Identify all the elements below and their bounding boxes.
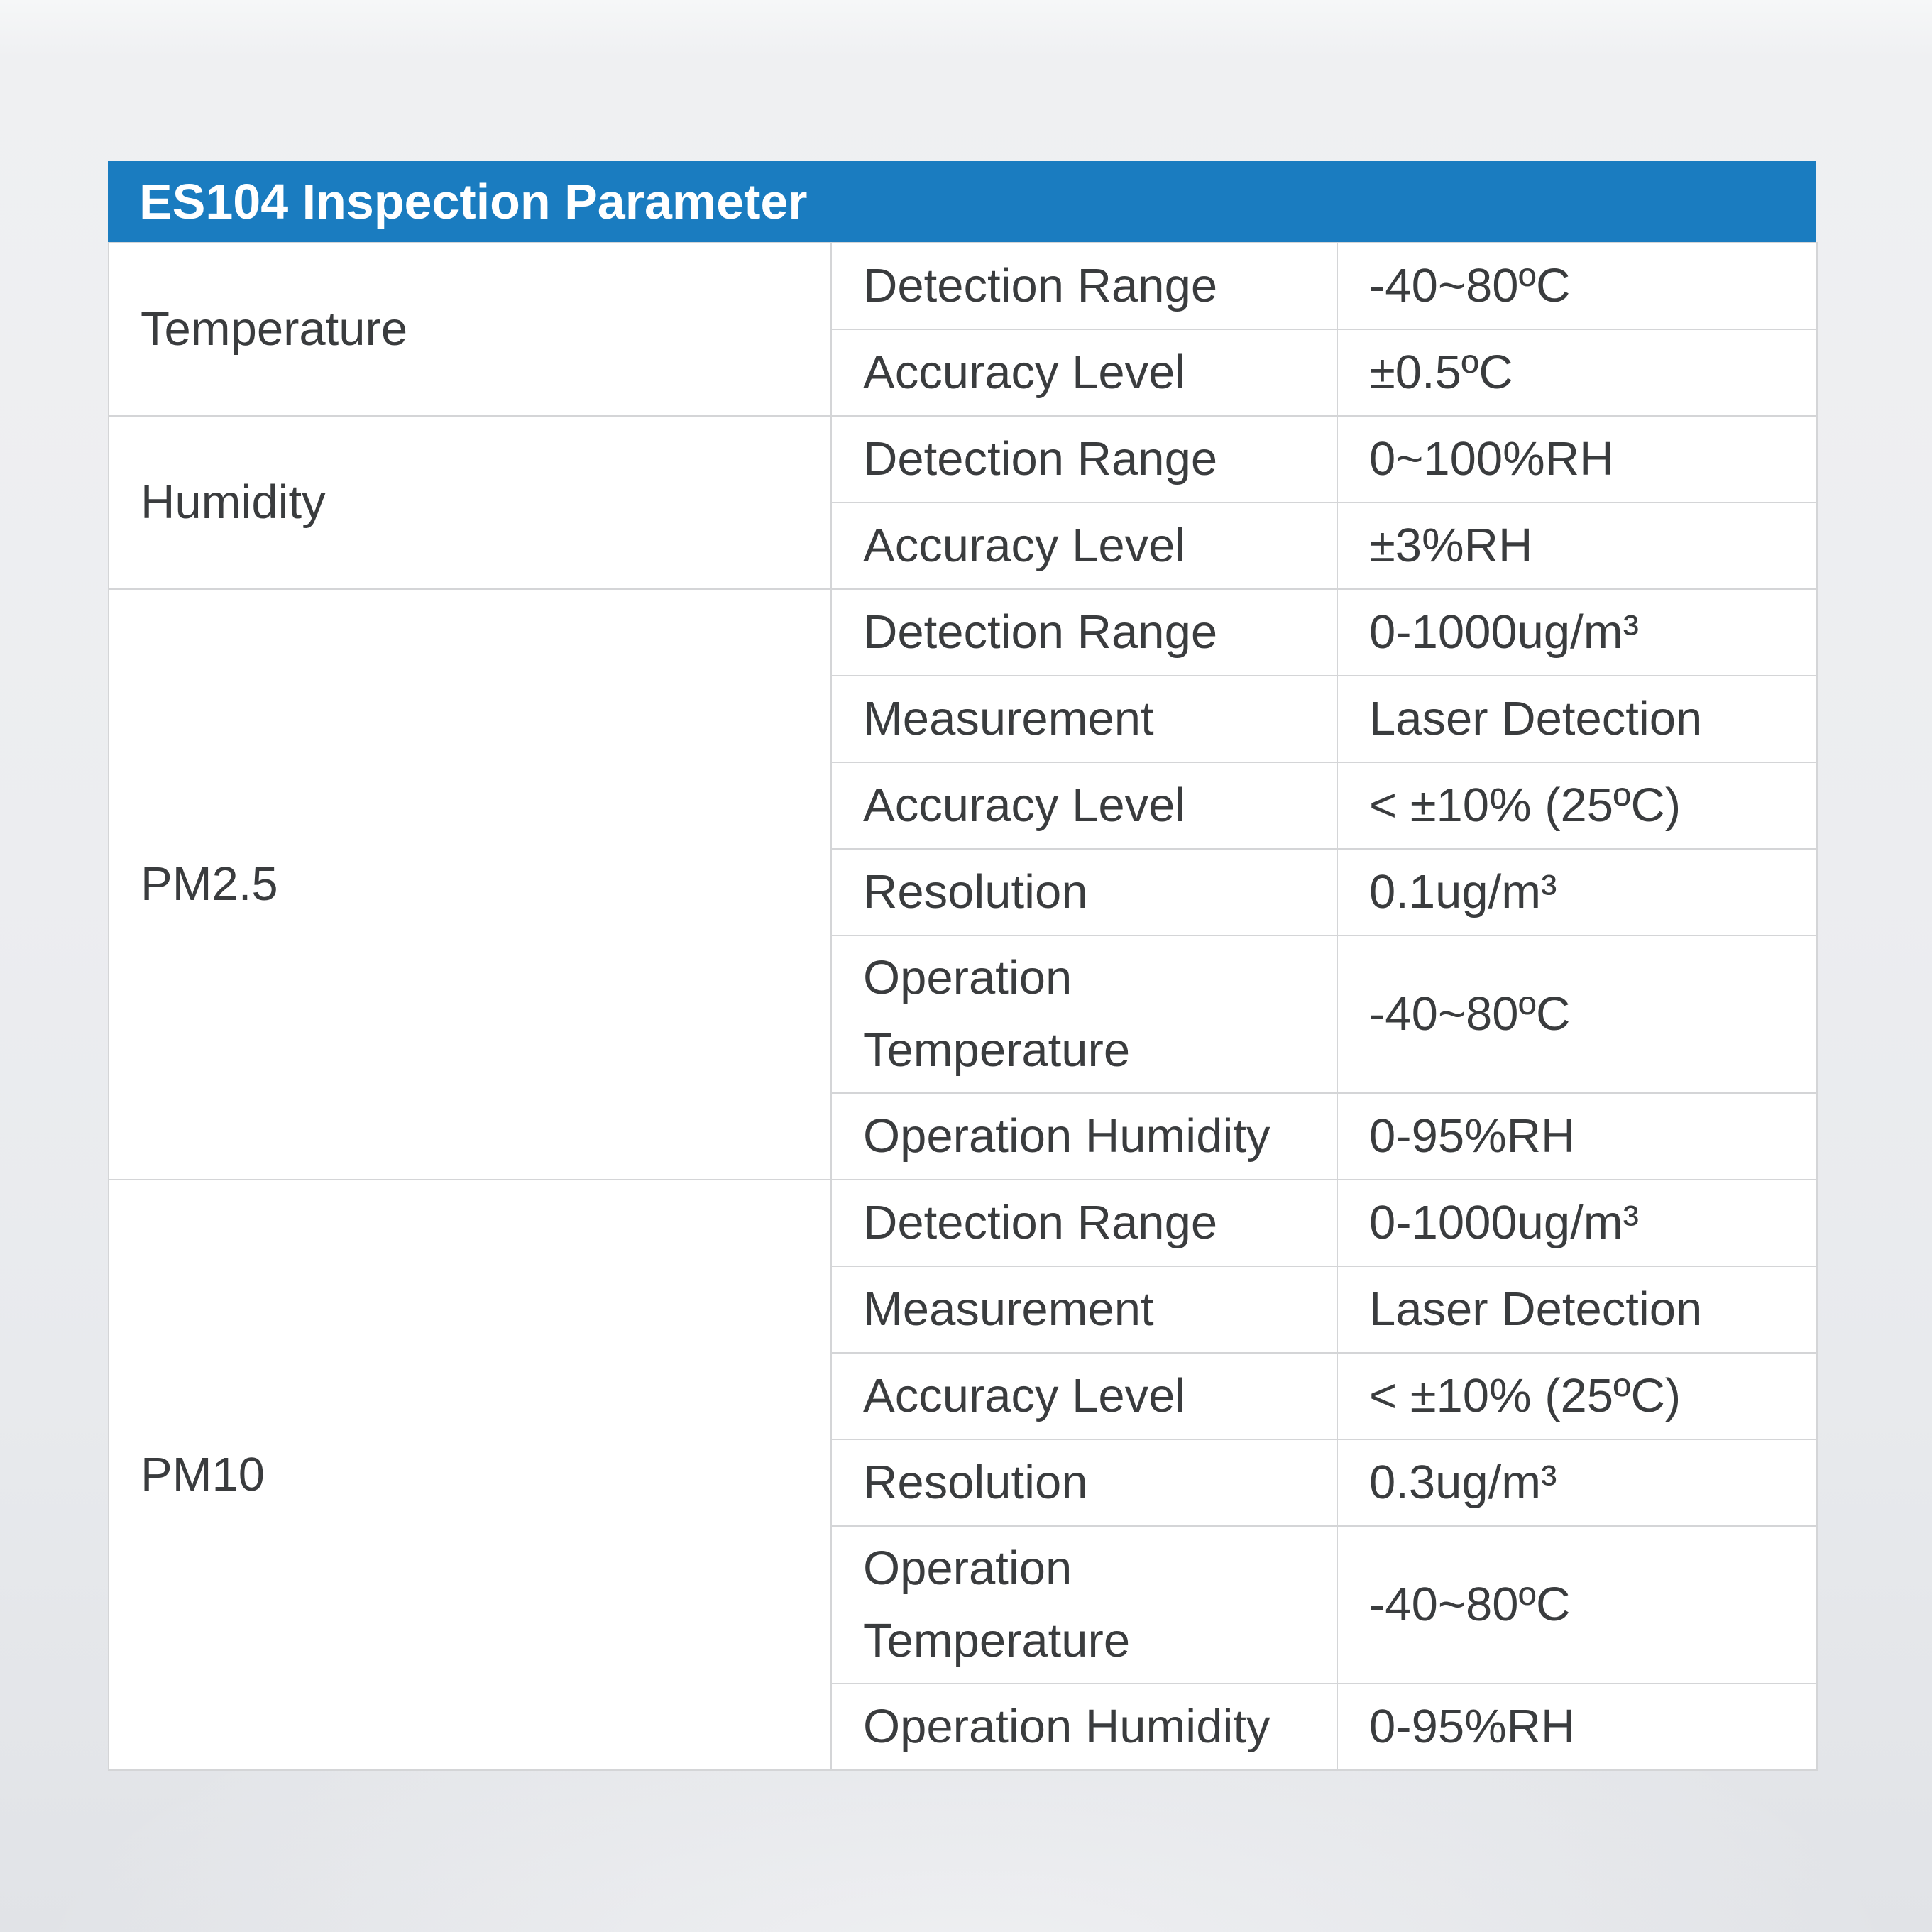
param-value-cell: 0~100%RH — [1337, 415, 1818, 503]
param-value-cell: -40~80ºC — [1337, 935, 1818, 1094]
table-title: ES104 Inspection Parameter — [139, 174, 808, 229]
param-name-cell: Operation Temperature — [830, 935, 1338, 1094]
table-row: Resolution 0.1ug/m³ — [109, 848, 1818, 936]
table-row: Accuracy Level ±3%RH — [109, 502, 1818, 590]
param-value-cell: -40~80ºC — [1337, 242, 1818, 330]
param-name-cell: Resolution — [830, 1439, 1338, 1527]
param-value-cell: 0-95%RH — [1337, 1092, 1818, 1180]
parameter-table: Temperature Detection Range -40~80ºC Accura… — [108, 242, 1818, 1771]
table-row: PM10 Detection Range 0-1000ug/m³ — [108, 1179, 1818, 1771]
param-value-cell: ±3%RH — [1337, 502, 1818, 590]
param-name-cell: Measurement — [830, 1266, 1338, 1354]
table-row: PM2.5 Detection Range 0-1000ug/m³ — [108, 588, 1818, 1180]
group-label-cell: Humidity — [108, 415, 832, 590]
param-value-cell: Laser Detection — [1337, 1266, 1818, 1354]
param-name-cell: Accuracy Level — [830, 762, 1338, 850]
param-name-cell: Detection Range — [830, 588, 1338, 676]
param-value-cell: 0-95%RH — [1337, 1683, 1818, 1771]
param-name-cell: Detection Range — [830, 1179, 1338, 1267]
table-row: Measurement Laser Detection — [109, 675, 1818, 763]
param-value-cell: < ±10% (25ºC) — [1337, 762, 1818, 850]
param-name-cell: Accuracy Level — [830, 502, 1338, 590]
param-value-cell: -40~80ºC — [1337, 1525, 1818, 1684]
spec-table: ES104 Inspection Parameter Temperature De… — [108, 161, 1818, 1771]
table-row: Accuracy Level < ±10% (25ºC) — [109, 762, 1818, 850]
table-row: Measurement Laser Detection — [109, 1266, 1818, 1354]
table-row: Operation Temperature -40~80ºC — [109, 935, 1818, 1094]
param-value-cell: < ±10% (25ºC) — [1337, 1352, 1818, 1440]
group-label-cell: PM10 — [108, 1179, 832, 1771]
param-name-cell: Detection Range — [830, 242, 1338, 330]
group-label-cell: PM2.5 — [108, 588, 832, 1180]
group-label-cell: Temperature — [108, 242, 832, 417]
table-row: Humidity Detection Range 0~100%RH — [108, 415, 1818, 590]
table-row: Operation Humidity 0-95%RH — [109, 1092, 1818, 1180]
table-row: Operation Humidity 0-95%RH — [109, 1683, 1818, 1771]
param-value-cell: 0.1ug/m³ — [1337, 848, 1818, 936]
param-name-cell: Accuracy Level — [830, 1352, 1338, 1440]
param-name-cell: Operation Humidity — [830, 1092, 1338, 1180]
table-row: Temperature Detection Range -40~80ºC — [108, 242, 1818, 417]
param-name-cell: Detection Range — [830, 415, 1338, 503]
table-title-bar: ES104 Inspection Parameter — [108, 161, 1816, 242]
param-value-cell: 0.3ug/m³ — [1337, 1439, 1818, 1527]
param-name-cell: Operation Temperature — [830, 1525, 1338, 1684]
param-value-cell: 0-1000ug/m³ — [1337, 588, 1818, 676]
table-row: Operation Temperature -40~80ºC — [109, 1525, 1818, 1684]
param-name-cell: Operation Humidity — [830, 1683, 1338, 1771]
table-row: Accuracy Level ±0.5ºC — [109, 329, 1818, 417]
param-name-cell: Accuracy Level — [830, 329, 1338, 417]
param-value-cell: Laser Detection — [1337, 675, 1818, 763]
param-value-cell: 0-1000ug/m³ — [1337, 1179, 1818, 1267]
param-name-cell: Resolution — [830, 848, 1338, 936]
param-value-cell: ±0.5ºC — [1337, 329, 1818, 417]
parameter-table-body: Temperature Detection Range -40~80ºC Accura… — [108, 242, 1818, 1771]
table-row: Accuracy Level < ±10% (25ºC) — [109, 1352, 1818, 1440]
param-name-cell: Measurement — [830, 675, 1338, 763]
table-row: Resolution 0.3ug/m³ — [109, 1439, 1818, 1527]
